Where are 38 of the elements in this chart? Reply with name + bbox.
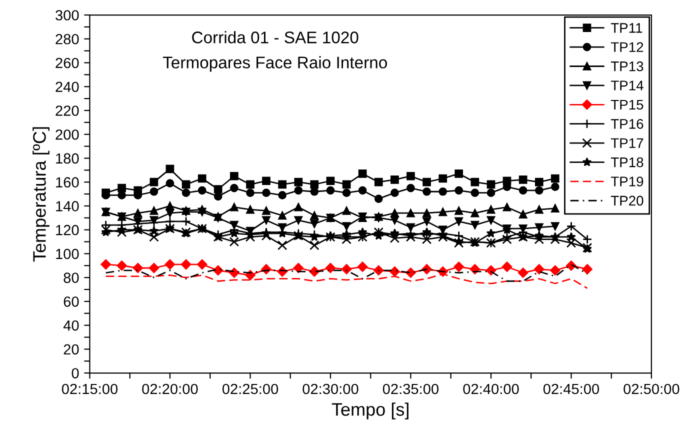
y-tick-label: 20	[64, 344, 79, 355]
x-tick-label: 02:45:00	[543, 384, 600, 394]
legend-label: TP18	[610, 157, 644, 168]
legend-label: TP14	[610, 80, 644, 90]
y-tick-label: 160	[56, 177, 79, 188]
y-tick-label: 60	[64, 296, 79, 307]
x-tick-label: 02:20:00	[142, 384, 198, 394]
y-tick-label: 200	[56, 129, 79, 140]
y-tick-label: 220	[56, 106, 79, 116]
y-tick-label: 80	[64, 272, 79, 283]
y-tick-label: 120	[56, 224, 79, 236]
y-tick-label: 40	[63, 320, 79, 331]
x-tick-label: 02:50:00	[624, 384, 680, 394]
legend-label: TP17	[610, 138, 644, 148]
x-axis-title: Tempo [s]	[332, 402, 408, 420]
y-tick-label: 0	[72, 368, 79, 378]
x-tick-label: 02:25:00	[222, 384, 278, 394]
legend-label: TP12	[610, 42, 644, 52]
y-tick-label: 300	[56, 10, 79, 20]
y-tick-label: 100	[56, 248, 79, 260]
y-tick-label: 280	[56, 34, 79, 44]
x-tick-label: 02:40:00	[463, 384, 519, 394]
x-tick-label: 02:15:00	[62, 384, 118, 394]
x-tick-label: 02:30:00	[302, 384, 358, 394]
y-axis-title: Temperatura [ºC]	[32, 127, 50, 262]
x-tick-label: 02:35:00	[382, 384, 439, 394]
legend-label: TP13	[610, 61, 644, 72]
legend-label: TP19	[610, 176, 644, 186]
y-tick-label: 260	[56, 58, 79, 68]
y-tick-label: 140	[56, 201, 79, 212]
legend-label: TP20	[610, 196, 644, 206]
text: Corrida 01 - SAE 1020	[192, 31, 358, 44]
legend-label: TP11	[610, 23, 642, 33]
legend-label: TP15	[610, 100, 644, 110]
y-tick-label: 180	[56, 153, 79, 164]
text: Termopares Face Raio Interno	[162, 56, 387, 72]
y-tick-label: 240	[56, 82, 79, 92]
legend-label: TP16	[610, 119, 644, 129]
